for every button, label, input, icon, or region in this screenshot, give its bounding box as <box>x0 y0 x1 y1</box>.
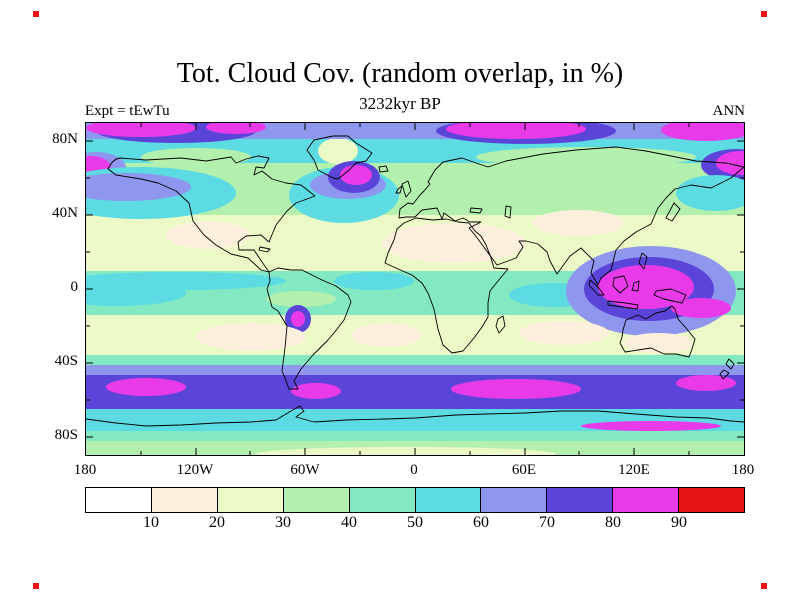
coastline-africa <box>384 217 509 354</box>
lon-label-60w: 60W <box>290 462 320 478</box>
colorbar-label-20: 20 <box>209 514 225 531</box>
coastline-eurasia <box>398 146 745 286</box>
colorbar <box>85 487 745 513</box>
lon-label-0: 0 <box>410 462 418 478</box>
coastline-iceland <box>378 165 389 173</box>
coastline-antarctica <box>85 405 745 427</box>
coastline-new-zealand-south <box>719 369 730 380</box>
lat-label-0: 0 <box>70 279 79 295</box>
lon-label-180e: 180 <box>731 462 755 478</box>
colorbar-segment-30-40 <box>283 488 350 512</box>
field-layer <box>46 118 771 461</box>
chart-title: Tot. Cloud Cov. (random overlap, in %) <box>176 58 624 89</box>
colorbar-label-80: 80 <box>605 514 621 531</box>
coastline-borneo <box>612 275 629 294</box>
experiment-label: Expt = tEwTu <box>85 103 170 119</box>
corner-mark-bottom-right <box>761 583 767 589</box>
coastline-new-zealand-north <box>725 358 735 370</box>
season-label: ANN <box>712 103 746 119</box>
coastline-madagascar <box>495 315 506 334</box>
colorbar-segment-50-60 <box>415 488 482 512</box>
lon-label-120e: 120E <box>618 462 650 478</box>
colorbar-segment-20-30 <box>217 488 284 512</box>
coastline-greenland <box>306 135 373 180</box>
coastline-new-guinea <box>653 288 687 304</box>
coastline-caspian-sea <box>504 205 512 219</box>
colorbar-label-90: 90 <box>671 514 687 531</box>
coastline-black-sea <box>469 207 483 214</box>
coastlines <box>85 135 745 427</box>
lat-label-40s: 40S <box>54 353 78 369</box>
colorbar-label-50: 50 <box>407 514 423 531</box>
lat-label-40n: 40N <box>52 205 78 221</box>
coastline-ireland <box>395 185 403 194</box>
coastline-cuba <box>258 246 271 253</box>
coastline-japan <box>665 202 681 222</box>
lon-label-60e: 60E <box>511 462 537 478</box>
axis-ticks <box>86 123 744 455</box>
lat-label-80n: 80N <box>52 131 78 147</box>
coastline-north-america <box>107 155 316 273</box>
map-frame <box>46 118 771 461</box>
colorbar-segment-90-100 <box>679 488 745 512</box>
cloud-cover-map <box>46 118 771 461</box>
coastline-sulawesi <box>631 280 640 292</box>
coastline-south-america <box>266 267 352 390</box>
colorbar-label-60: 60 <box>473 514 489 531</box>
colorbar-label-70: 70 <box>539 514 555 531</box>
coastline-australia <box>619 305 696 358</box>
colorbar-segment-80-90 <box>613 488 680 512</box>
corner-mark-top-right <box>761 11 767 17</box>
lon-label-120w: 120W <box>176 462 214 478</box>
lon-label-180w: 180 <box>73 462 97 478</box>
colorbar-label-30: 30 <box>275 514 291 531</box>
colorbar-label-10: 10 <box>143 514 159 531</box>
coastline-java <box>607 300 639 310</box>
colorbar-segment-70-80 <box>547 488 614 512</box>
colorbar-segment-60-70 <box>481 488 548 512</box>
coastline-philippines <box>638 252 648 270</box>
corner-mark-bottom-left <box>33 583 39 589</box>
lat-label-80s: 80S <box>54 427 78 443</box>
colorbar-segment-0-10 <box>86 488 152 512</box>
coastline-britain <box>401 180 412 198</box>
colorbar-segment-40-50 <box>349 488 416 512</box>
corner-mark-top-left <box>33 11 39 17</box>
colorbar-segment-10-20 <box>151 488 218 512</box>
coastline-sumatra <box>588 279 605 296</box>
chart-subtitle: 3232kyr BP <box>359 94 441 113</box>
colorbar-label-40: 40 <box>341 514 357 531</box>
